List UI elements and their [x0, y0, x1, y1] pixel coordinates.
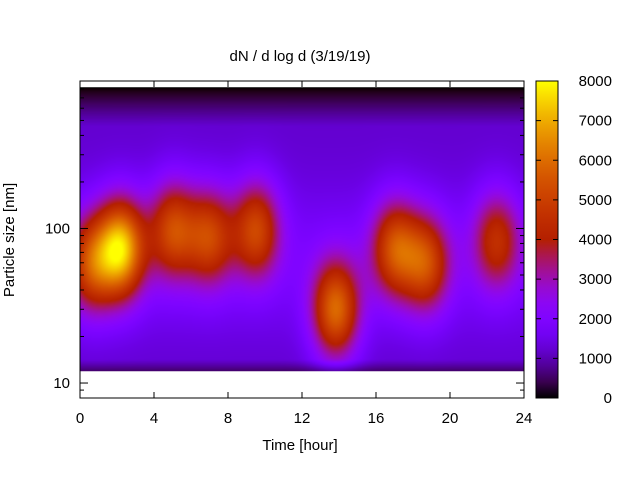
heatmap-raster [80, 87, 524, 372]
colorbar-tick-label: 6000 [579, 152, 612, 169]
x-tick-label: 8 [224, 410, 232, 427]
x-axis: 0 4 8 12 16 20 24 [76, 81, 533, 427]
colorbar-tick-label: 8000 [579, 73, 612, 90]
y-axis-label: Particle size [nm] [1, 183, 18, 297]
y-tick-label: 10 [53, 375, 70, 392]
x-tick-label: 20 [442, 410, 459, 427]
colorbar-tick-label: 5000 [579, 192, 612, 209]
x-axis-label: Time [hour] [262, 437, 337, 454]
colorbar-tick-label: 1000 [579, 350, 612, 367]
colorbar-tick-label: 2000 [579, 311, 612, 328]
chart-title: dN / d log d (3/19/19) [230, 48, 371, 65]
colorbar-tick-label: 3000 [579, 271, 612, 288]
y-tick-label: 100 [45, 220, 70, 237]
x-tick-label: 24 [516, 410, 533, 427]
x-tick-label: 12 [294, 410, 311, 427]
colorbar-tick-label: 0 [604, 390, 612, 407]
colorbar-tick-label: 4000 [579, 232, 612, 249]
y-axis: 10 100 [45, 80, 524, 399]
colorbar: 0 1000 2000 3000 4000 5000 6000 7000 8000 [535, 73, 612, 407]
x-tick-label: 4 [150, 410, 158, 427]
plot-area [79, 80, 525, 399]
colorbar-tick-label: 7000 [579, 113, 612, 130]
x-tick-label: 16 [368, 410, 385, 427]
x-tick-label: 0 [76, 410, 84, 427]
